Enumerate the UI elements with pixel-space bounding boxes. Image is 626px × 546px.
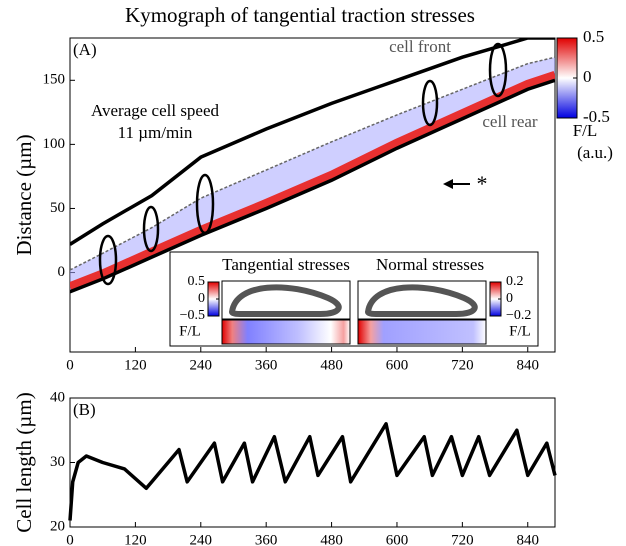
inset-label: F/L bbox=[179, 323, 201, 339]
x-tick-label: 360 bbox=[255, 357, 278, 373]
x-tick-label: 840 bbox=[517, 532, 540, 546]
y-tick-label: 100 bbox=[43, 136, 66, 152]
series-label: cell rear bbox=[482, 112, 538, 131]
cell-outline bbox=[228, 284, 342, 317]
y-tick-label: 40 bbox=[50, 389, 65, 405]
x-tick-label: 240 bbox=[190, 357, 213, 373]
inset-title: Tangential stresses bbox=[222, 255, 350, 274]
x-tick-label: 120 bbox=[124, 357, 147, 373]
inset-label: F/L bbox=[509, 323, 531, 339]
y-tick-label: 30 bbox=[50, 454, 65, 470]
y-tick-label: 50 bbox=[50, 200, 65, 216]
center-line bbox=[70, 56, 555, 271]
x-tick-label: 120 bbox=[124, 532, 147, 546]
y-axis-label: Cell length (µm) bbox=[12, 392, 36, 532]
edge-line bbox=[70, 78, 555, 294]
inset-colorbar-tick-label: 0.5 bbox=[188, 274, 206, 289]
ellipses bbox=[98, 42, 508, 286]
annotation: 11 µm/min bbox=[118, 123, 193, 142]
x-axis-label: Time (s) bbox=[277, 542, 348, 546]
inset-colorbar-tick-label: 0 bbox=[198, 291, 205, 306]
inset-title: Normal stresses bbox=[376, 255, 484, 274]
x-tick-label: 600 bbox=[386, 357, 409, 373]
colorbar-label: F/L bbox=[573, 121, 598, 140]
x-tick-label: 360 bbox=[255, 532, 278, 546]
panel-b: 0 120 240 360 480 600 720 840 20 30 40 (B) Cell leng… bbox=[12, 389, 557, 546]
annotation: Average cell speed bbox=[91, 101, 220, 120]
colorbar-tick-label: -0.5 bbox=[583, 107, 610, 126]
inset-strip bbox=[357, 319, 487, 345]
line bbox=[68, 422, 557, 521]
y-tick-label: 0 bbox=[58, 264, 66, 280]
x-tick-label: 720 bbox=[451, 357, 474, 373]
y-axis-label: Distance (µm) bbox=[12, 134, 36, 255]
x-tick-label: 0 bbox=[66, 357, 74, 373]
y-tick-label: 150 bbox=[43, 72, 66, 88]
x-tick-label: 840 bbox=[517, 357, 540, 373]
cell-outline bbox=[364, 284, 478, 317]
x-tick-label: 480 bbox=[320, 357, 343, 373]
inset-colorbar-tick-label: 0 bbox=[506, 291, 513, 306]
annotation: * bbox=[477, 171, 488, 196]
axes-frame bbox=[69, 37, 556, 353]
axes-frame bbox=[69, 397, 556, 528]
x-tick-label: 720 bbox=[451, 532, 474, 546]
inset-colorbar-tick-label: −0.2 bbox=[506, 308, 531, 323]
y-tick-label: 20 bbox=[50, 518, 65, 534]
inset-strip bbox=[221, 319, 351, 345]
plot-area bbox=[70, 38, 555, 294]
colorbar-unit: (a.u.) bbox=[577, 143, 613, 162]
colorbar-tick-label: 0 bbox=[583, 67, 592, 86]
panel-label: (B) bbox=[73, 400, 96, 419]
colorbar-tick-label: 0.5 bbox=[583, 27, 604, 46]
arrow-head bbox=[443, 179, 453, 189]
panel-label: (A) bbox=[73, 40, 97, 59]
x-tick-label: 480 bbox=[320, 532, 343, 546]
rear-stress bbox=[70, 71, 555, 291]
series-label: cell front bbox=[389, 37, 451, 56]
inset-colorbar-tick-label: 0.2 bbox=[506, 274, 524, 289]
x-tick-label: 240 bbox=[190, 532, 213, 546]
x-tick-label: 0 bbox=[66, 532, 74, 546]
chart-title: Kymograph of tangential traction stresse… bbox=[125, 3, 475, 27]
panel-a: 0 120 240 360 480 600 720 840 0 50 100 150 (A) Distan… bbox=[12, 27, 613, 374]
inset-colorbar-tick-label: −0.5 bbox=[180, 308, 205, 323]
x-tick-label: 600 bbox=[386, 532, 409, 546]
